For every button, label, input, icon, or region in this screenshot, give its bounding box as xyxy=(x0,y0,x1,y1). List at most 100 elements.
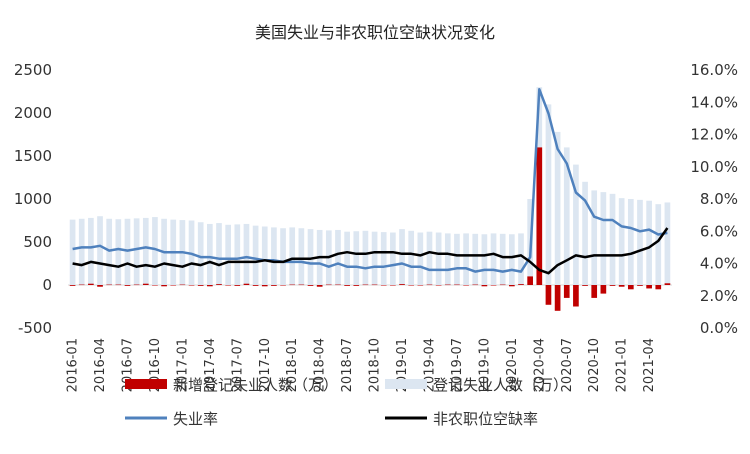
bar-registered-unemployed xyxy=(216,223,222,285)
bar-new-registered-unemployed xyxy=(655,285,662,290)
bar-new-registered-unemployed xyxy=(509,285,515,287)
x-axis: 2016-01 2016-04 2016-07 2016-10 2017-01 2017-… xyxy=(66,338,658,392)
x-tick-label: 2019-01 xyxy=(395,338,410,392)
bar-new-registered-unemployed xyxy=(417,285,424,286)
line-job-vacancy-rate xyxy=(72,227,669,275)
bar-new-registered-unemployed xyxy=(664,283,671,285)
bar-registered-unemployed xyxy=(509,234,515,285)
x-tick-label: 2019-10 xyxy=(477,338,492,392)
bar-registered-unemployed xyxy=(344,231,350,285)
bar-new-registered-unemployed xyxy=(133,284,140,286)
bar-registered-unemployed xyxy=(88,217,94,285)
bar-registered-unemployed xyxy=(472,233,479,285)
x-tick-label: 2019-07 xyxy=(450,338,465,392)
bar-new-registered-unemployed xyxy=(518,284,524,285)
bar-new-registered-unemployed xyxy=(591,285,598,298)
bar-new-registered-unemployed xyxy=(444,284,451,286)
legend-item-registered-unemployed: 登记失业人数（万） xyxy=(385,376,568,394)
x-tick-label: 2021-01 xyxy=(615,338,630,392)
bar-new-registered-unemployed xyxy=(582,285,588,286)
bar-registered-unemployed xyxy=(261,226,268,285)
bar-new-registered-unemployed xyxy=(563,285,570,298)
bar-new-registered-unemployed xyxy=(454,284,460,286)
bar-registered-unemployed xyxy=(234,224,241,285)
bar-registered-unemployed xyxy=(518,233,524,285)
bar-new-registered-unemployed xyxy=(78,284,85,286)
bar-new-registered-unemployed xyxy=(399,284,405,285)
legend-label: 新增登记失业人数（万） xyxy=(173,376,338,394)
bar-new-registered-unemployed xyxy=(609,285,616,286)
bar-registered-unemployed xyxy=(289,227,296,285)
bar-new-registered-unemployed xyxy=(271,285,277,286)
bar-registered-unemployed xyxy=(417,232,424,285)
bar-registered-unemployed xyxy=(69,219,76,285)
bar-new-registered-unemployed xyxy=(298,284,305,286)
bar-registered-unemployed xyxy=(380,232,387,285)
bar-new-registered-unemployed xyxy=(600,285,607,294)
bar-registered-unemployed xyxy=(362,230,369,285)
bar-registered-unemployed xyxy=(399,229,405,285)
bar-new-registered-unemployed xyxy=(106,284,113,286)
x-tick-label: 2018-04 xyxy=(313,338,328,392)
bar-registered-unemployed xyxy=(591,190,598,285)
bar-registered-unemployed xyxy=(298,228,305,285)
y-right-tick-label: 6.0% xyxy=(700,222,738,240)
bar-new-registered-unemployed xyxy=(545,285,552,305)
x-tick-label: 2016-07 xyxy=(120,338,135,392)
bars-new-registered-unemployed xyxy=(69,147,671,311)
bar-registered-unemployed xyxy=(646,200,652,285)
bar-new-registered-unemployed xyxy=(243,283,250,285)
x-tick-label: 2021-04 xyxy=(642,338,657,392)
bar-registered-unemployed xyxy=(637,199,643,285)
bar-new-registered-unemployed xyxy=(371,284,378,286)
bar-registered-unemployed xyxy=(353,231,360,285)
x-tick-label: 2017-07 xyxy=(230,338,245,392)
bar-new-registered-unemployed xyxy=(527,276,533,285)
bar-registered-unemployed xyxy=(454,233,460,285)
y-right-tick-label: 0.0% xyxy=(700,319,738,337)
bar-new-registered-unemployed xyxy=(197,285,204,286)
bar-registered-unemployed xyxy=(152,217,158,285)
bar-new-registered-unemployed xyxy=(481,285,488,287)
bar-registered-unemployed xyxy=(243,223,250,285)
bar-new-registered-unemployed xyxy=(97,285,103,287)
bar-registered-unemployed xyxy=(481,234,488,285)
bar-registered-unemployed xyxy=(545,104,552,286)
bar-registered-unemployed xyxy=(444,233,451,285)
x-tick-label: 2016-01 xyxy=(66,338,81,392)
bar-registered-unemployed xyxy=(435,232,442,285)
legend-label: 失业率 xyxy=(173,410,218,428)
x-tick-label: 2018-07 xyxy=(340,338,355,392)
y-left-tick-label: 1000 xyxy=(14,190,52,208)
bar-registered-unemployed xyxy=(490,233,497,285)
bar-registered-unemployed xyxy=(97,216,103,285)
chart-title: 美国失业与非农职位空缺状况变化 xyxy=(255,23,495,42)
legend-item-unemployment-rate: 失业率 xyxy=(125,410,218,428)
x-tick-label: 2020-01 xyxy=(505,338,520,392)
bar-new-registered-unemployed xyxy=(115,284,122,286)
bar-registered-unemployed xyxy=(197,222,204,285)
bar-registered-unemployed xyxy=(207,223,213,285)
bar-registered-unemployed xyxy=(133,218,140,285)
x-tick-label: 2017-01 xyxy=(175,338,190,392)
bar-new-registered-unemployed xyxy=(142,283,149,285)
bar-new-registered-unemployed xyxy=(380,285,387,286)
bar-registered-unemployed xyxy=(600,192,607,285)
bar-registered-unemployed xyxy=(271,227,277,285)
bar-new-registered-unemployed xyxy=(179,284,186,286)
bar-registered-unemployed xyxy=(609,193,616,285)
x-tick-label: 2018-10 xyxy=(368,338,383,392)
bar-registered-unemployed xyxy=(307,229,314,285)
y-left-tick-label: 500 xyxy=(23,233,52,251)
bar-new-registered-unemployed xyxy=(124,285,131,286)
bar-new-registered-unemployed xyxy=(390,285,396,286)
x-tick-label: 2017-04 xyxy=(203,338,218,392)
bar-registered-unemployed xyxy=(371,231,378,285)
y-right-tick-label: 4.0% xyxy=(700,255,738,273)
bar-new-registered-unemployed xyxy=(307,285,314,286)
bar-new-registered-unemployed xyxy=(362,284,369,286)
bar-registered-unemployed xyxy=(563,147,570,285)
y-axis-left: -500 0 500 1000 1500 2000 2500 xyxy=(14,61,52,337)
x-tick-label: 2020-10 xyxy=(587,338,602,392)
